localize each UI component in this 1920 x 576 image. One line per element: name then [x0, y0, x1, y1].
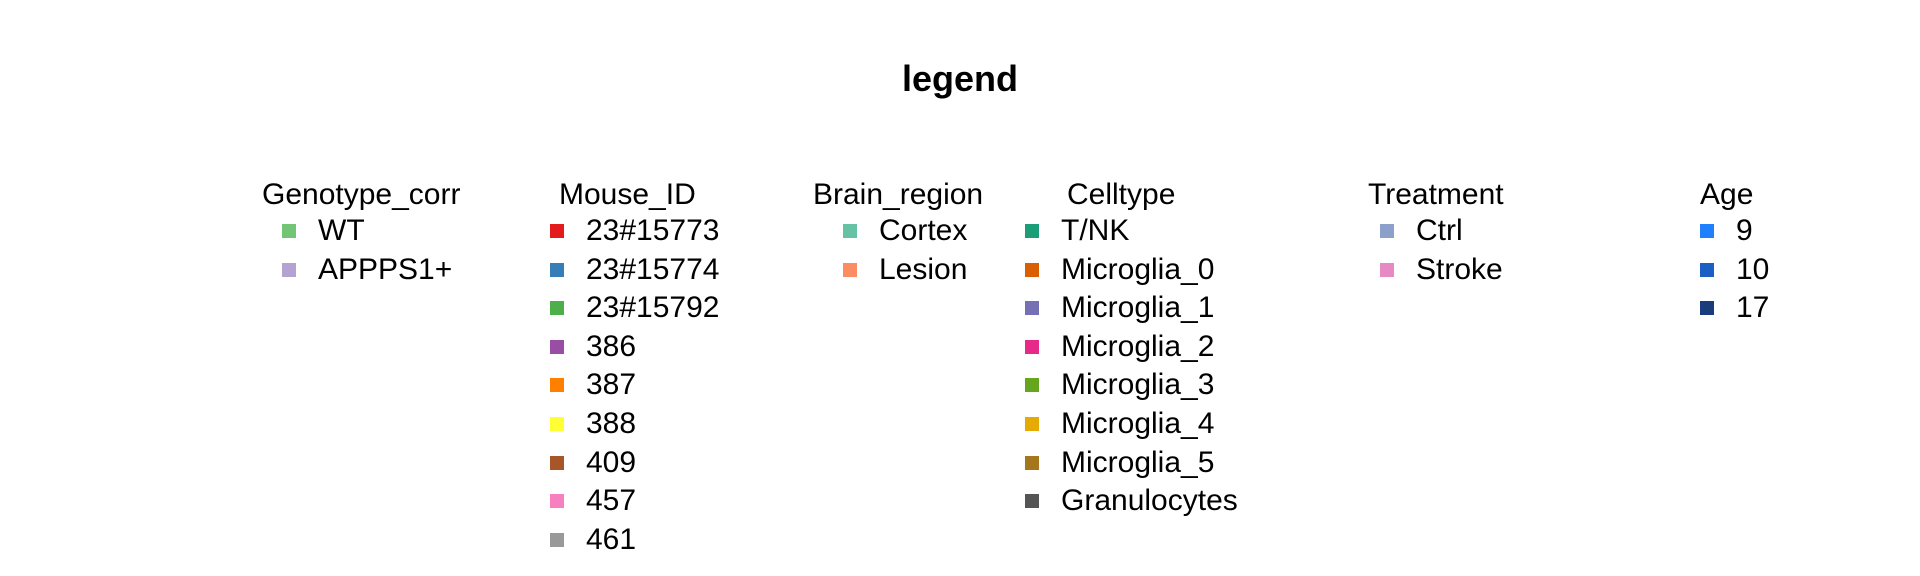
legend-label: 17	[1736, 291, 1770, 325]
legend-group-title: Mouse_ID	[559, 178, 696, 211]
legend-group-mouse-id: Mouse_ID 23#15773 23#15774 23#15792 386 387 38…	[550, 175, 719, 556]
legend-group-title: Genotype_corr	[262, 178, 461, 211]
legend-swatch	[550, 301, 564, 316]
legend-label: 9	[1736, 214, 1753, 247]
legend-swatch	[1025, 378, 1039, 393]
legend-label: 386	[586, 329, 637, 363]
legend-swatch	[1700, 301, 1714, 316]
legend-label: Lesion	[879, 252, 968, 286]
legend-swatch	[550, 532, 564, 547]
legend-label: Microglia_0	[1061, 252, 1215, 286]
legend-swatch	[550, 339, 564, 354]
legend-label: 457	[586, 484, 637, 518]
legend-group-age: Age 9 10 17	[1700, 175, 1769, 324]
legend-swatch	[1025, 339, 1039, 354]
legend-swatch	[1700, 262, 1714, 277]
legend-swatch	[550, 494, 564, 509]
legend-swatch	[1025, 301, 1039, 316]
legend-swatch	[550, 378, 564, 393]
legend-swatch	[550, 416, 564, 431]
legend-swatch	[1025, 262, 1039, 277]
legend-swatch	[550, 455, 564, 470]
legend-group-title: Celltype	[1067, 178, 1176, 211]
legend-label: Cortex	[879, 214, 968, 247]
legend-swatch	[1025, 416, 1039, 431]
legend-label: Microglia_2	[1061, 329, 1215, 363]
legend-group-treatment: Treatment Ctrl Stroke	[1368, 175, 1504, 286]
legend-swatch	[843, 224, 857, 238]
legend-swatch	[282, 262, 296, 277]
legend-label: 23#15792	[586, 291, 720, 325]
legend-group-title: Age	[1700, 178, 1754, 211]
legend-swatch	[1025, 455, 1039, 470]
legend-label: 388	[586, 406, 637, 440]
chart-title: legend	[901, 58, 1018, 99]
legend-swatch	[843, 262, 857, 277]
legend-swatch	[550, 224, 564, 238]
legend-label: WT	[318, 214, 365, 247]
legend-label: 461	[586, 522, 637, 556]
legend-label: Microglia_1	[1061, 291, 1215, 325]
legend-swatch	[550, 262, 564, 277]
legend-label: 387	[586, 368, 637, 402]
legend-label: Stroke	[1416, 252, 1503, 286]
legend-label: 409	[586, 445, 637, 479]
legend-group-genotype-corr: Genotype_corr WT APPPS1+	[262, 175, 461, 286]
legend-group-brain-region: Brain_region Cortex Lesion	[813, 175, 984, 286]
legend-group-celltype: Celltype T/NK Microglia_0 Microglia_1 Microg…	[1025, 175, 1238, 517]
legend-group-title: Treatment	[1368, 178, 1504, 211]
legend-swatch	[1025, 494, 1039, 509]
legend-label: T/NK	[1061, 214, 1130, 247]
legend-label: 10	[1736, 252, 1770, 286]
legend-swatch	[1380, 224, 1394, 238]
legend-label: Microglia_5	[1061, 445, 1215, 479]
legend-label: 23#15773	[586, 214, 720, 247]
legend-label: 23#15774	[586, 252, 720, 286]
legend-label: Ctrl	[1416, 214, 1463, 247]
legend-swatch	[1025, 224, 1039, 238]
legend-label: Granulocytes	[1061, 484, 1238, 518]
legend-group-title: Brain_region	[813, 178, 984, 211]
legend-swatch	[1380, 262, 1394, 277]
legend-label: Microglia_3	[1061, 368, 1215, 402]
legend-label: Microglia_4	[1061, 406, 1215, 440]
legend-swatch	[282, 224, 296, 238]
legend-label: APPPS1+	[318, 252, 453, 286]
legend-swatch	[1700, 224, 1714, 238]
